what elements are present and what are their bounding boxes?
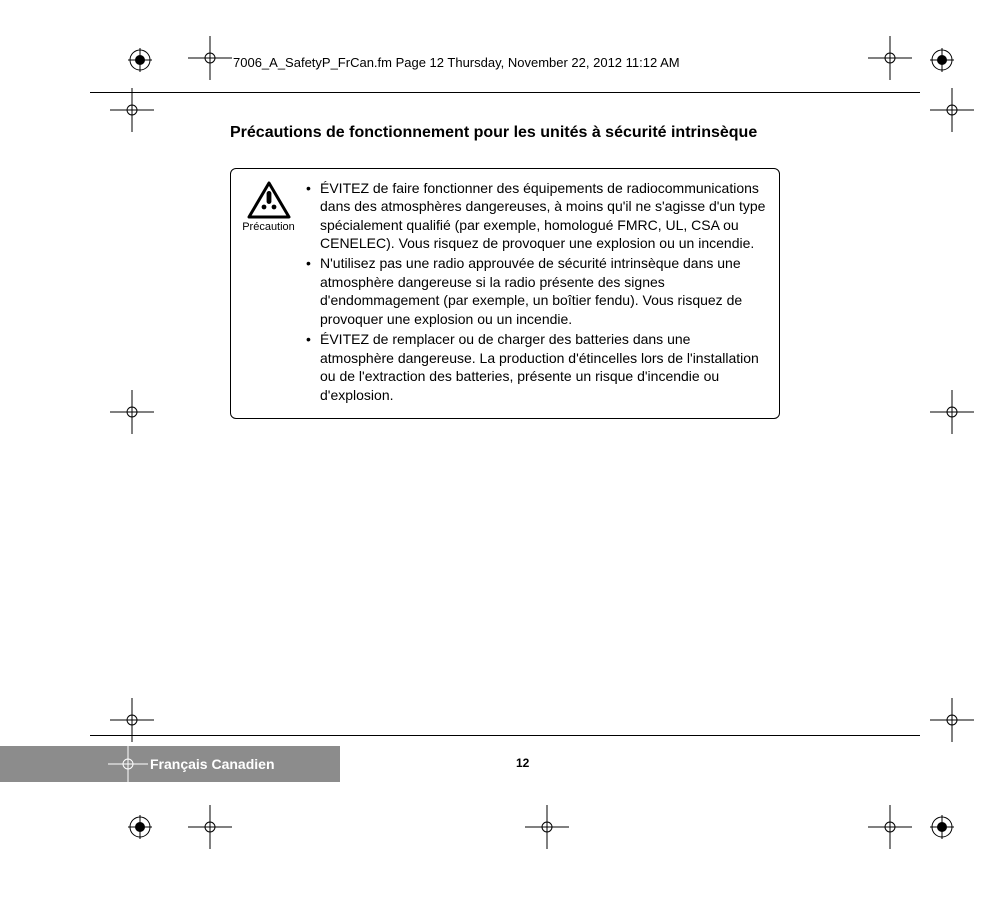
reg-cross-bottom-left: [188, 805, 232, 849]
reg-cross-footer-tab: [108, 744, 148, 784]
header-path-text: 7006_A_SafetyP_FrCan.fm Page 12 Thursday…: [233, 55, 680, 70]
caution-box: Précaution ÉVITEZ de faire fonctionner d…: [230, 168, 780, 420]
caution-bullet: N'utilisez pas une radio approuvée de sé…: [306, 254, 767, 328]
reg-cross-right-upper: [930, 88, 974, 132]
header-rule: [90, 92, 920, 93]
caution-icon-column: Précaution: [241, 179, 296, 407]
page-content: Précautions de fonctionnement pour les u…: [230, 122, 780, 419]
reg-cross-bottom-mid: [525, 805, 569, 849]
reg-cross-top-left: [188, 36, 232, 80]
page-title: Précautions de fonctionnement pour les u…: [230, 122, 780, 144]
reg-cross-bottom-right: [868, 805, 912, 849]
reg-cross-left-mid: [110, 390, 154, 434]
reg-cross-right-mid: [930, 390, 974, 434]
reg-corner-bottom-left: [128, 815, 152, 839]
reg-cross-left-upper: [110, 88, 154, 132]
caution-icon: [247, 181, 291, 219]
reg-corner-top-right: [930, 48, 954, 72]
reg-corner-bottom-right: [930, 815, 954, 839]
reg-cross-right-lower: [930, 698, 974, 742]
caution-bullet: ÉVITEZ de faire fonctionner des équipeme…: [306, 179, 767, 253]
footer-language-tab: Français Canadien: [0, 746, 340, 782]
page-number: 12: [516, 756, 529, 770]
footer-rule: [90, 735, 920, 736]
caution-bullet: ÉVITEZ de remplacer ou de charger des ba…: [306, 330, 767, 404]
caution-label: Précaution: [242, 221, 295, 233]
reg-corner-top-left: [128, 48, 152, 72]
reg-cross-top-right: [868, 36, 912, 80]
caution-bullet-list: ÉVITEZ de faire fonctionner des équipeme…: [306, 179, 767, 407]
footer-language-label: Français Canadien: [150, 756, 275, 772]
